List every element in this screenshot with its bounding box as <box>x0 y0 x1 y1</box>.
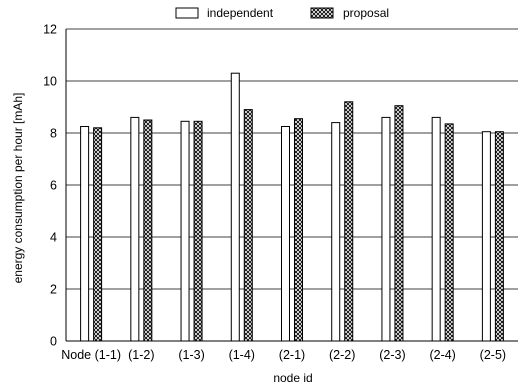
legend: independent proposal <box>175 6 389 20</box>
legend-label-independent: independent <box>207 6 274 20</box>
x-axis-title: node id <box>273 371 312 385</box>
bar-proposal-8 <box>444 123 454 342</box>
y-tick-label: 6 <box>50 179 57 193</box>
bar-independent-6 <box>331 122 341 342</box>
bar-proposal-5 <box>294 118 303 342</box>
x-tick-label: (1-4) <box>229 348 255 362</box>
bar-proposal-4 <box>243 109 253 342</box>
x-tick-label: Node (1-1) <box>61 348 121 362</box>
bar-proposal-1 <box>93 127 103 342</box>
y-tick-label: 0 <box>50 335 57 349</box>
x-tick-label: (1-2) <box>128 348 154 362</box>
y-tick-label: 10 <box>43 75 57 89</box>
x-tick-label: (1-3) <box>178 348 204 362</box>
bar-proposal-6 <box>344 101 354 342</box>
gridlines <box>66 28 518 290</box>
legend-swatch-independent <box>175 7 199 19</box>
y-tick-label: 8 <box>50 127 57 141</box>
y-tick-label: 12 <box>43 23 57 37</box>
y-tick-label: 4 <box>50 231 57 245</box>
axes <box>65 29 518 342</box>
bar-independent-7 <box>381 116 391 342</box>
bar-proposal-7 <box>394 105 404 342</box>
bar-independent-5 <box>281 126 290 342</box>
x-tick-label: (2-3) <box>379 348 405 362</box>
bar-independent-3 <box>180 120 190 342</box>
x-tick-label: (2-2) <box>329 348 355 362</box>
bars <box>80 72 504 342</box>
legend-label-proposal: proposal <box>343 6 389 20</box>
tick-labels: 0 2 4 6 8 10 12 Node (1-1) (1-2) (1-3) (1-4) (2-1) (… <box>43 23 506 363</box>
bar-independent-9 <box>481 131 491 342</box>
x-tick-label: (2-4) <box>429 348 455 362</box>
bar-proposal-9 <box>494 131 504 342</box>
bar-independent-4 <box>230 72 240 342</box>
bar-proposal-3 <box>193 120 203 342</box>
x-tick-label: (2-5) <box>480 348 506 362</box>
legend-swatch-proposal <box>310 7 334 19</box>
bar-independent-1 <box>80 126 90 342</box>
bar-independent-2 <box>130 116 140 342</box>
y-tick-label: 2 <box>50 283 57 297</box>
bar-proposal-2 <box>143 119 153 342</box>
y-axis-title: energy consumption per hour [mAh] <box>11 93 25 284</box>
bar-independent-8 <box>431 116 441 342</box>
x-tick-label: (2-1) <box>279 348 305 362</box>
